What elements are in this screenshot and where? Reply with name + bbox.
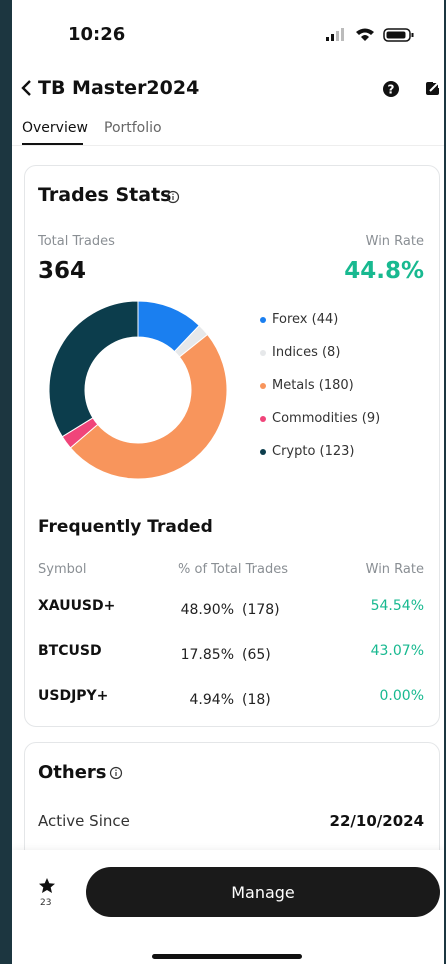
screen: 10:26 TB Master2024 ? Overview Portfolio…: [12, 0, 444, 964]
legend-dot: [260, 382, 266, 389]
tab-underline: [22, 143, 83, 145]
trade-share: 17.85%: [180, 647, 234, 663]
column-header: Win Rate: [365, 562, 424, 577]
donut-segment: [69, 333, 228, 480]
legend-label: Commodities (9): [272, 411, 381, 426]
home-indicator: [152, 954, 302, 959]
symbol: XAUUSD+: [38, 598, 116, 614]
favorite-icon[interactable]: [38, 877, 56, 894]
symbol: USDJPY+: [38, 688, 109, 704]
win-rate: 43.07%: [370, 643, 424, 659]
trade-share: 48.90%: [180, 602, 234, 618]
column-header: % of Total Trades: [178, 562, 289, 577]
win-rate: 54.54%: [370, 598, 424, 614]
legend-label: Indices (8): [272, 345, 341, 360]
others-label: Active Since: [38, 812, 130, 830]
donut-segment: [48, 300, 139, 438]
win-rate-value: 44.8%: [344, 258, 424, 284]
trades-stats-title: Trades Stats: [38, 184, 172, 206]
legend-dot: [260, 349, 266, 356]
symbol: BTCUSD: [38, 643, 102, 659]
total-trades-label: Total Trades: [38, 234, 115, 249]
legend-dot: [260, 415, 266, 422]
legend-item: Forex (44): [260, 312, 338, 327]
legend-item: Indices (8): [260, 345, 340, 360]
info-icon[interactable]: [166, 190, 180, 204]
legend-label: Forex (44): [272, 312, 339, 327]
trade-count: (18): [242, 692, 271, 708]
share-button[interactable]: [424, 79, 442, 97]
back-button[interactable]: [20, 79, 34, 97]
legend-item: Crypto (123): [260, 444, 355, 459]
legend-item: Metals (180): [260, 378, 354, 393]
column-header: Symbol: [38, 562, 87, 577]
header-title: TB Master2024: [38, 77, 200, 99]
help-button[interactable]: ?: [382, 80, 400, 98]
win-rate-label: Win Rate: [365, 234, 424, 249]
trade-count: (178): [242, 602, 280, 618]
others-value: 22/10/2024: [329, 812, 424, 830]
legend-label: Metals (180): [272, 378, 354, 393]
legend-label: Crypto (123): [272, 444, 355, 459]
favorite-count: 23: [40, 898, 52, 908]
others-title: Others: [38, 762, 107, 783]
legend: Forex (44) Indices (8) Metals (180) Commodi…: [260, 312, 430, 472]
status-time: 10:26: [68, 24, 126, 45]
win-rate: 0.00%: [379, 688, 424, 704]
status-icons: [326, 28, 414, 42]
trade-count: (65): [242, 647, 271, 663]
total-trades-value: 364: [38, 258, 87, 284]
legend-dot: [260, 316, 266, 323]
legend-dot: [260, 448, 266, 455]
tab-overview[interactable]: Overview: [22, 120, 88, 136]
donut-chart: [48, 300, 228, 480]
frequently-traded-title: Frequently Traded: [38, 517, 213, 537]
manage-button[interactable]: Manage: [86, 867, 440, 917]
svg-text:?: ?: [388, 83, 395, 97]
info-icon[interactable]: [109, 766, 123, 780]
tab-divider: [12, 145, 444, 146]
legend-item: Commodities (9): [260, 411, 380, 426]
trade-share: 4.94%: [189, 692, 234, 708]
tab-portfolio[interactable]: Portfolio: [104, 120, 162, 136]
